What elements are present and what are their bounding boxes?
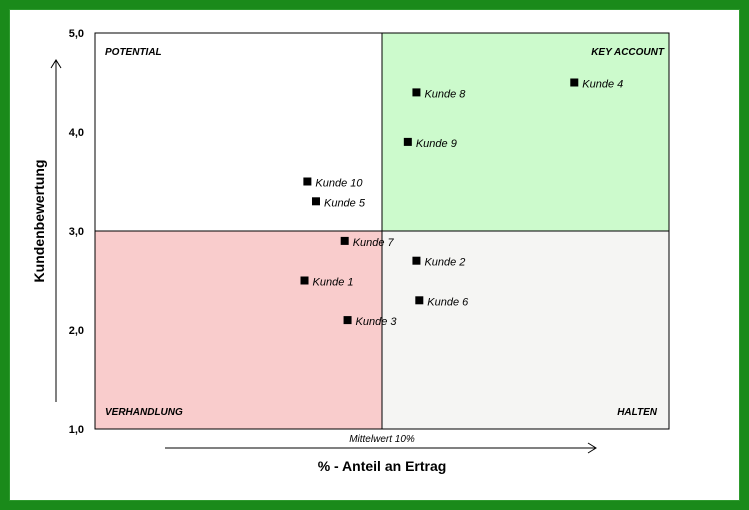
data-points: Kunde 1 Kunde 2 Kunde 3 Kunde 4 Kunde 5 Kunde… <box>300 78 623 328</box>
point-label: Kunde 9 <box>416 138 457 150</box>
plot-border <box>94 32 670 430</box>
y-tick-label: 3,0 <box>69 226 84 238</box>
quadrant-potential <box>95 33 382 231</box>
point-marker <box>570 78 579 87</box>
point-label: Kunde 4 <box>582 79 623 91</box>
x-axis-label: % - Anteil an Ertrag <box>318 458 447 474</box>
mean-threshold-label: Mittelwert 10% <box>349 434 415 445</box>
y-axis-arrow <box>50 59 62 402</box>
y-tick-label: 5,0 <box>69 28 84 40</box>
point-marker <box>340 236 349 245</box>
quadrant-halten <box>382 231 669 429</box>
y-tick-labels: 1,0 2,0 3,0 4,0 5,0 <box>69 28 84 436</box>
point-label: Kunde 8 <box>424 88 466 100</box>
y-tick-label: 2,0 <box>69 325 84 337</box>
y-axis-label: Kundenbewertung <box>31 160 47 283</box>
label-verhandlung: VERHANDLUNG <box>105 407 183 418</box>
point-marker <box>343 316 352 325</box>
y-tick-label: 1,0 <box>69 424 84 436</box>
point-label: Kunde 5 <box>324 197 366 209</box>
label-potential: POTENTIAL <box>105 47 162 58</box>
quadrant-key-account <box>382 33 669 231</box>
point-marker <box>412 256 421 265</box>
quadrants <box>95 33 669 429</box>
point-marker <box>403 137 412 146</box>
point-label: Kunde 3 <box>356 316 398 328</box>
point-marker <box>303 177 312 186</box>
point-marker <box>412 88 421 97</box>
y-tick-label: 4,0 <box>69 127 84 139</box>
point-marker <box>300 276 309 285</box>
quadrant-verhandlung <box>95 231 382 429</box>
point-label: Kunde 1 <box>313 277 354 289</box>
quadrant-labels: POTENTIAL KEY ACCOUNT VERHANDLUNG HALTEN <box>105 47 665 418</box>
x-axis-arrow <box>165 442 597 454</box>
label-key-account: KEY ACCOUNT <box>591 47 665 58</box>
point-label: Kunde 7 <box>353 237 395 249</box>
point-label: Kunde 2 <box>424 257 465 269</box>
point-label: Kunde 6 <box>427 296 469 308</box>
point-marker <box>311 197 320 206</box>
point-label: Kunde 10 <box>315 178 363 190</box>
point-marker <box>415 296 424 305</box>
label-halten: HALTEN <box>617 407 658 418</box>
